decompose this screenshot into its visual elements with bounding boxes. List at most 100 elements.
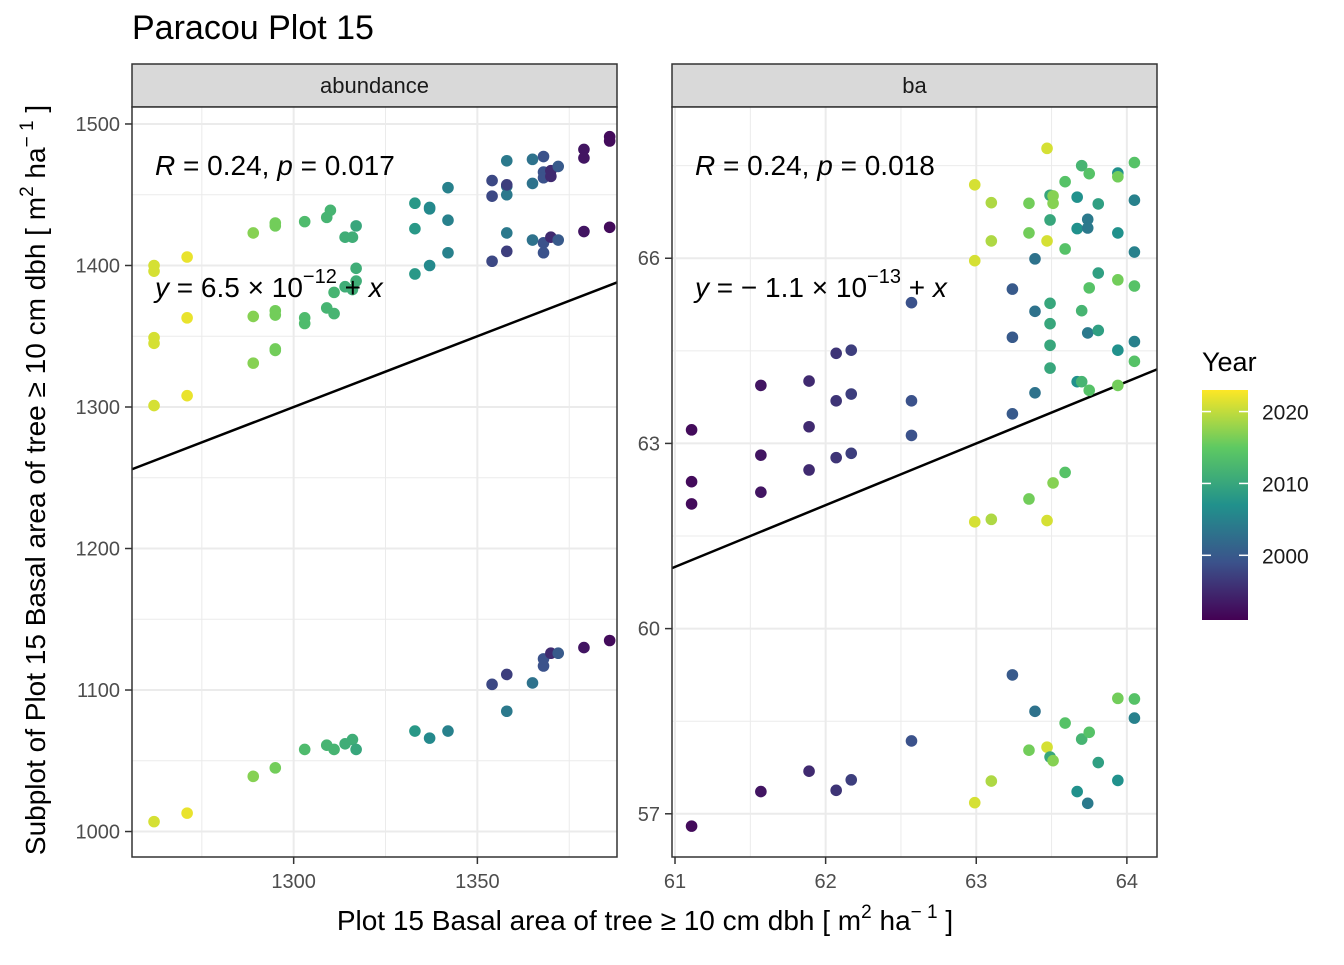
data-point: [1041, 235, 1053, 247]
regression-line: [131, 281, 618, 471]
data-point: [409, 222, 421, 235]
y-tick-label: 1300: [76, 397, 121, 419]
data-point: [545, 170, 557, 183]
data-point: [247, 310, 260, 323]
data-point: [537, 246, 550, 259]
data-point: [1128, 280, 1141, 292]
data-point: [1006, 669, 1019, 681]
data-point: [830, 395, 842, 407]
data-point: [968, 796, 981, 809]
data-point: [1083, 282, 1096, 294]
data-point: [830, 347, 842, 360]
data-point: [1029, 305, 1041, 318]
data-point: [1044, 339, 1056, 352]
regression-line: [671, 368, 1158, 570]
data-point: [803, 464, 815, 476]
data-point: [1071, 222, 1083, 235]
legend: Year 2020 2010 2000: [1202, 347, 1309, 620]
data-point: [1112, 344, 1124, 357]
data-point: [148, 815, 160, 828]
data-point: [985, 235, 998, 247]
data-point: [1092, 267, 1105, 279]
data-point: [755, 449, 767, 461]
data-point: [578, 225, 590, 238]
y-tick-label: 1200: [76, 539, 121, 561]
data-point: [803, 765, 815, 777]
data-point: [486, 255, 498, 268]
data-point: [1041, 741, 1053, 753]
data-point: [1041, 514, 1053, 527]
data-point: [526, 234, 539, 246]
data-point: [1023, 227, 1035, 239]
data-point: [1075, 159, 1088, 172]
strip-background: [131, 63, 618, 108]
data-point: [269, 304, 282, 317]
data-point: [346, 231, 359, 243]
data-point: [298, 743, 311, 756]
data-point: [1071, 785, 1083, 798]
y-axis-title: Subplot of Plot 15 Basal area of tree ≥ …: [17, 105, 51, 855]
data-point: [1059, 175, 1071, 188]
data-point: [905, 735, 918, 747]
data-point: [181, 251, 193, 263]
data-point: [423, 732, 436, 744]
data-point: [685, 424, 698, 436]
data-point: [1092, 756, 1105, 769]
data-point: [526, 177, 539, 190]
panel-border: [671, 106, 1158, 858]
data-point: [148, 259, 160, 272]
data-point: [1112, 274, 1124, 286]
data-point: [905, 395, 918, 407]
data-point: [181, 807, 193, 819]
legend-tick-label: 2010: [1262, 473, 1309, 496]
data-point: [537, 150, 550, 163]
data-point: [409, 197, 421, 210]
data-point: [1092, 198, 1105, 210]
data-point: [324, 204, 337, 217]
data-point: [968, 254, 981, 267]
panel-abundance: abundance 1300 1350 1000 1100 1200 1300 1400 15…: [76, 63, 618, 893]
y-tick-label: 57: [638, 804, 660, 826]
data-point: [1044, 317, 1056, 330]
data-point: [552, 647, 565, 660]
strip-label: abundance: [320, 73, 429, 98]
data-point: [552, 234, 565, 246]
y-tick-label: 1000: [76, 822, 121, 844]
data-point: [1044, 362, 1056, 374]
data-point: [1044, 297, 1056, 310]
data-point: [1047, 477, 1059, 489]
data-point: [298, 317, 311, 330]
data-point: [1023, 493, 1035, 505]
data-point: [845, 388, 858, 400]
data-point: [985, 513, 998, 526]
data-point: [247, 227, 260, 239]
x-tick-label: 1300: [271, 871, 316, 893]
data-point: [269, 217, 282, 229]
equation-annotation: y = − 1.1 × 10−13 + x: [693, 266, 948, 303]
data-point: [1112, 774, 1124, 787]
data-point: [685, 498, 698, 510]
data-point: [442, 725, 454, 737]
data-point: [1047, 197, 1059, 210]
data-point: [985, 196, 998, 209]
data-point: [442, 214, 454, 227]
data-point: [968, 516, 981, 528]
data-point: [486, 174, 498, 187]
x-tick-label: 62: [815, 871, 837, 893]
data-point: [247, 770, 260, 783]
data-point: [1083, 167, 1096, 180]
strip-background: [671, 63, 1158, 108]
data-point: [442, 246, 454, 259]
data-point: [350, 262, 362, 275]
data-point: [603, 634, 616, 647]
data-point: [1112, 227, 1124, 239]
data-point: [298, 215, 311, 228]
data-point: [1092, 324, 1105, 337]
data-point: [578, 143, 590, 156]
y-tick-label: 66: [638, 248, 660, 270]
data-point: [1023, 744, 1035, 757]
data-point: [269, 343, 282, 355]
data-point: [1128, 156, 1141, 169]
data-point: [1075, 375, 1088, 388]
